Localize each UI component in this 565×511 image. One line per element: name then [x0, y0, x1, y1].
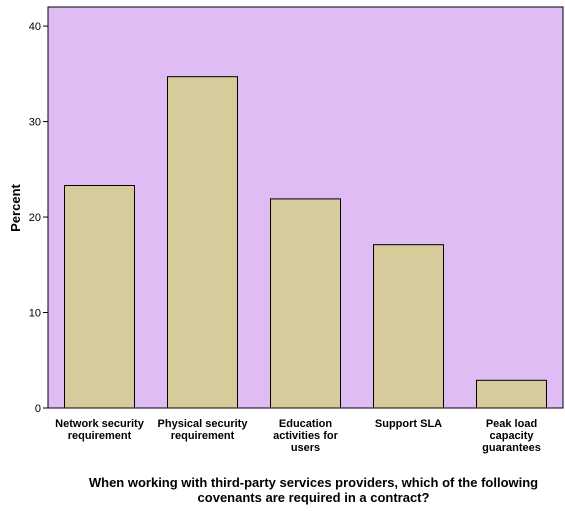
- bar-3: [270, 198, 341, 409]
- bars-group: [64, 76, 547, 409]
- y-tick-label: 20: [29, 212, 41, 224]
- y-axis: 0 10 20 30 40: [29, 7, 49, 415]
- y-tick-label: 0: [35, 403, 41, 415]
- y-tick-label: 30: [29, 117, 41, 129]
- x-tick-label: Peak load capacity guarantees: [482, 418, 541, 454]
- y-tick-label: 40: [29, 21, 41, 33]
- x-tick-label: Education activities for users: [273, 418, 339, 454]
- bar-1: [64, 185, 135, 409]
- x-axis-category-labels: Network security requirement Physical secu…: [55, 418, 541, 454]
- bar-2: [167, 76, 238, 409]
- bar-4: [373, 244, 444, 409]
- y-axis-title: Percent: [8, 183, 23, 231]
- x-tick-label: Support SLA: [375, 418, 442, 430]
- y-tick-label: 10: [29, 308, 41, 320]
- bar-5: [476, 379, 547, 409]
- x-tick-label: Physical security requirement: [158, 418, 249, 442]
- x-tick-label: Network security requirement: [55, 418, 145, 442]
- x-axis-title: When working with third-party services p…: [89, 475, 538, 505]
